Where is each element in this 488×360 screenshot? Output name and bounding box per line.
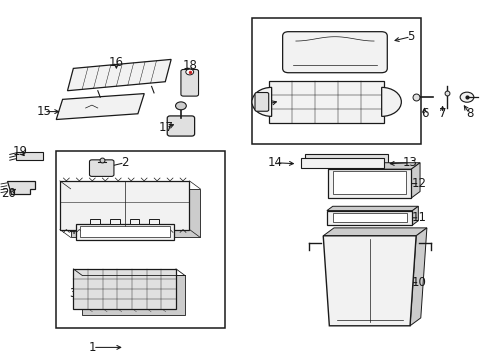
Text: 3: 3 (68, 287, 76, 300)
Bar (268, 81, 383, 122)
Polygon shape (56, 94, 144, 120)
Bar (332, 213, 406, 222)
Bar (16, 152, 42, 160)
Polygon shape (323, 228, 426, 236)
Text: 5: 5 (406, 30, 414, 43)
Bar (304, 154, 387, 165)
Text: 8: 8 (465, 107, 472, 120)
Bar (149, 220, 159, 224)
Circle shape (459, 92, 473, 102)
Bar (73, 269, 176, 309)
Polygon shape (70, 189, 200, 238)
Bar (90, 220, 100, 224)
Polygon shape (326, 206, 418, 211)
Text: 1: 1 (89, 341, 97, 354)
Wedge shape (251, 87, 271, 116)
Polygon shape (409, 228, 426, 326)
Text: 7: 7 (438, 107, 446, 120)
Text: 12: 12 (411, 177, 426, 190)
Bar (332, 171, 406, 194)
Polygon shape (60, 181, 189, 230)
Bar (129, 220, 139, 224)
Polygon shape (323, 236, 415, 326)
Text: 19: 19 (13, 145, 28, 158)
FancyBboxPatch shape (167, 116, 194, 136)
FancyBboxPatch shape (255, 93, 268, 111)
Polygon shape (327, 163, 419, 169)
Text: 20: 20 (1, 187, 16, 200)
Text: 2: 2 (121, 156, 128, 169)
Bar (80, 226, 169, 238)
Bar (76, 224, 173, 240)
Text: 15: 15 (37, 105, 51, 118)
Circle shape (185, 69, 193, 75)
FancyBboxPatch shape (282, 32, 386, 73)
Bar (327, 169, 410, 198)
Bar (82, 275, 184, 315)
Text: 9: 9 (260, 99, 267, 112)
Text: 14: 14 (267, 156, 282, 169)
FancyBboxPatch shape (89, 160, 114, 176)
Polygon shape (410, 163, 419, 198)
Bar (56, 151, 224, 328)
Polygon shape (7, 181, 35, 194)
Text: 17: 17 (159, 121, 173, 134)
Polygon shape (412, 206, 418, 225)
Polygon shape (67, 59, 171, 91)
Text: 18: 18 (182, 59, 197, 72)
Wedge shape (381, 87, 401, 116)
Text: 6: 6 (420, 107, 427, 120)
Text: 4: 4 (68, 224, 76, 237)
Circle shape (175, 102, 186, 110)
Text: 10: 10 (411, 276, 426, 289)
Text: 11: 11 (411, 211, 426, 224)
Text: 16: 16 (109, 57, 123, 69)
Bar (110, 220, 120, 224)
Bar (300, 158, 383, 168)
FancyBboxPatch shape (181, 69, 198, 96)
Bar (326, 211, 411, 225)
Text: 13: 13 (402, 156, 416, 169)
Bar (251, 18, 420, 144)
